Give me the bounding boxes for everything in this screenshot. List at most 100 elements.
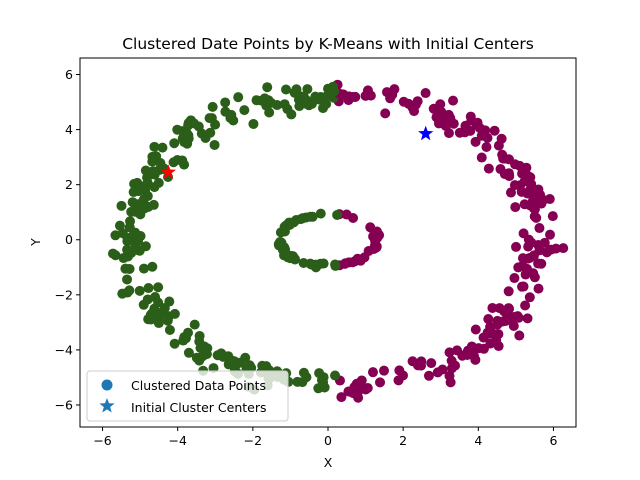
data-point [194,355,205,366]
data-point [319,382,330,393]
data-point [529,204,540,215]
data-point [291,84,302,95]
data-point [481,141,492,152]
data-point [470,136,481,147]
data-point [338,89,349,100]
data-point [476,130,487,141]
data-point [426,358,437,369]
data-point [483,163,494,174]
data-point [350,91,361,102]
data-point [517,281,528,292]
data-point [362,85,373,96]
data-point [256,95,267,106]
data-point [367,367,378,378]
data-point [210,119,221,130]
x-tick-label: 4 [474,433,482,448]
data-point [284,217,295,228]
data-point [347,257,358,268]
data-point [545,229,556,240]
data-point [262,82,273,93]
data-point [524,292,535,303]
data-point [159,303,170,314]
x-tick-label: 0 [324,433,332,448]
data-point [489,125,500,136]
data-point [302,97,313,108]
data-point [209,139,220,150]
data-point [355,255,366,266]
chart-title: Clustered Date Points by K-Means with In… [122,35,534,53]
data-point [228,115,239,126]
data-point [420,88,431,99]
data-point [407,102,418,113]
data-point [375,377,386,388]
data-point [134,285,145,296]
data-point [510,202,521,213]
data-point [143,283,154,294]
y-tick-label: 4 [65,122,73,137]
data-point [365,222,376,233]
data-point [465,111,476,122]
data-point [467,345,478,356]
data-point [521,174,532,185]
data-point [508,321,519,332]
data-point [310,91,321,102]
data-point [517,253,528,264]
data-point [529,272,540,283]
data-point [147,261,158,272]
data-point [188,118,199,129]
data-point [511,241,522,252]
y-tick-label: 2 [65,177,73,192]
data-point [139,203,150,214]
y-tick-label: 0 [65,232,73,247]
legend-box [86,370,289,422]
y-tick-label: −4 [55,342,73,357]
data-points-layer [107,79,569,403]
data-point [487,302,498,313]
data-point [339,258,350,269]
data-point [153,282,164,293]
data-point [145,309,156,320]
data-point [179,332,190,343]
data-point [476,152,487,163]
data-point [336,392,347,403]
y-tick-label: −6 [55,397,73,412]
data-point [513,262,524,273]
data-point [394,365,405,376]
data-point [380,108,391,119]
data-point [248,118,259,129]
data-point [437,364,448,375]
data-point [495,164,506,175]
data-point [204,113,215,124]
data-point [534,223,545,234]
data-point [314,368,325,379]
data-point [321,99,332,110]
data-point [371,241,382,252]
data-point [126,206,137,217]
data-point [135,231,146,242]
data-point [116,200,127,211]
data-point [533,184,544,195]
data-point [509,273,520,284]
data-point [514,160,525,171]
data-point [494,303,505,314]
data-point [534,245,545,256]
plot-area-background [80,58,576,427]
data-point [522,313,533,324]
data-point [140,185,151,196]
data-point [257,360,268,371]
data-point [435,99,446,110]
x-axis: −6 −4 −2 0 2 4 6 [93,427,557,448]
x-tick-label: 6 [549,433,557,448]
data-point [546,244,557,255]
data-point [446,363,457,374]
data-point [220,97,231,108]
data-point [526,237,537,248]
data-point [519,199,530,210]
data-point [503,303,514,314]
data-point [107,248,118,259]
data-point [205,127,216,138]
data-point [302,84,313,95]
data-point [318,258,329,269]
data-point [129,178,140,189]
data-point [533,258,544,269]
